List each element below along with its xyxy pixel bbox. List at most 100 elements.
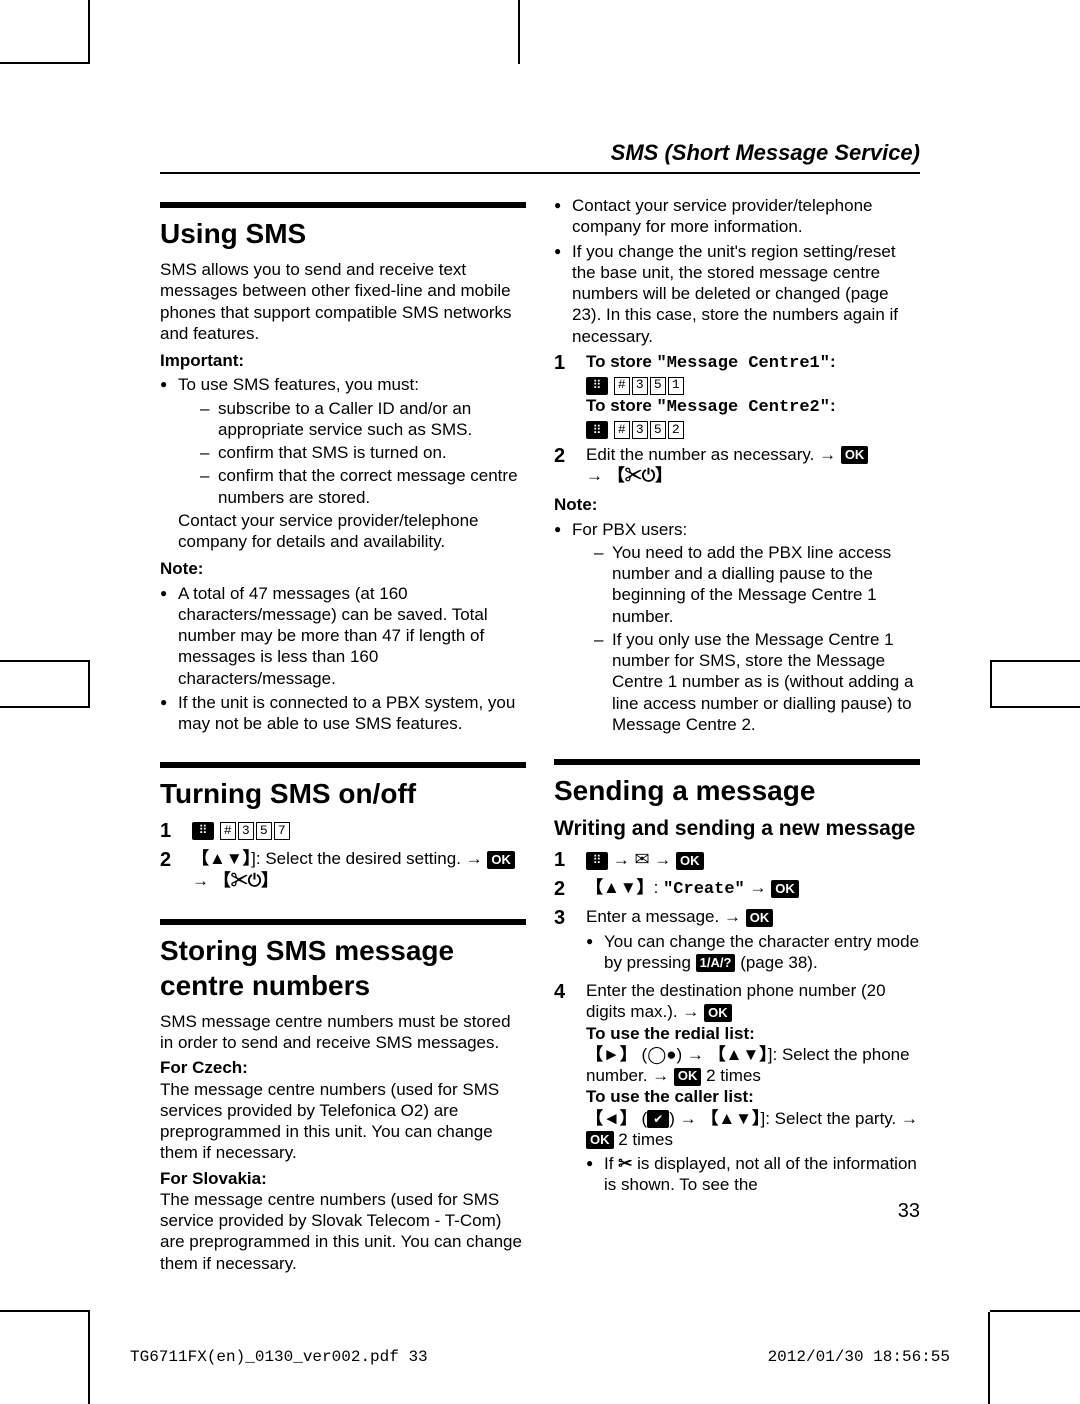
text: ]: Select the desired setting.	[251, 849, 466, 868]
note-label: Note:	[554, 494, 920, 515]
ok-badge: OK	[771, 880, 799, 898]
step-3: 3 Enter a message. → OK You can change t…	[554, 906, 920, 976]
ok-badge: OK	[586, 1131, 614, 1149]
text: The message centre numbers (used for SMS…	[160, 1079, 526, 1164]
list-item: Contact your service provider/telephone …	[554, 195, 920, 238]
step-number: 2	[160, 848, 178, 891]
list-item: A total of 47 messages (at 160 character…	[160, 583, 526, 689]
key-1a: 1/A/?	[696, 954, 736, 972]
ok-badge: OK	[674, 1068, 702, 1086]
important-list: To use SMS features, you must: subscribe…	[160, 374, 526, 552]
step-number: 1	[554, 848, 572, 873]
key: 3	[632, 421, 648, 439]
for-czech-label: For Czech:	[160, 1057, 526, 1078]
page-number: 33	[898, 1200, 920, 1223]
key: 5	[256, 822, 272, 840]
section-rule	[554, 759, 920, 765]
step-4: 4 Enter the destination phone number (20…	[554, 980, 920, 1199]
text: The message centre numbers (used for SMS…	[160, 1189, 526, 1274]
list-item: If you only use the Message Centre 1 num…	[594, 629, 920, 735]
step-body: Enter a message. → OK You can change the…	[586, 906, 920, 976]
ok-badge: OK	[676, 852, 704, 870]
text: To use the caller list:	[586, 1087, 754, 1106]
side-tab-right	[990, 660, 1080, 708]
ok-badge: OK	[746, 909, 774, 927]
section-rule	[160, 202, 526, 208]
step-1: 1 ⠿ #357	[160, 819, 526, 844]
crop-mark	[988, 1312, 990, 1404]
step-body: ⠿ → ✉ → OK	[586, 848, 920, 873]
list-item: confirm that the correct message centre …	[200, 465, 526, 508]
header-rule	[160, 172, 920, 174]
step-number: 1	[554, 351, 572, 440]
key: 2	[668, 421, 684, 439]
key: 7	[274, 822, 290, 840]
ok-badge: OK	[487, 851, 515, 869]
text: For PBX users:	[572, 520, 687, 539]
text: ]: Select the party.	[761, 1109, 901, 1128]
step-body: 【▲▼】: "Create" → OK	[586, 877, 920, 902]
menu-icon: ⠿	[586, 852, 608, 870]
code-text: "Message Centre2"	[657, 398, 830, 417]
using-sms-heading: Using SMS	[160, 216, 526, 251]
step-body: Enter the destination phone number (20 d…	[586, 980, 920, 1199]
crop-mark	[88, 1312, 90, 1404]
key: 3	[238, 822, 254, 840]
key: 5	[650, 421, 666, 439]
ok-badge: OK	[704, 1004, 732, 1022]
page-content: SMS (Short Message Service) Using SMS SM…	[160, 140, 920, 1274]
step-body: ⠿ #357	[192, 819, 526, 844]
section-rule	[160, 919, 526, 925]
text: To use the redial list:	[586, 1024, 755, 1043]
menu-icon: ⠿	[192, 822, 214, 840]
text: To use SMS features, you must:	[178, 375, 419, 394]
check-icon: ✔	[647, 1110, 669, 1128]
crop-mark	[990, 1310, 1080, 1312]
text: (page 38).	[735, 953, 817, 972]
text: To store	[586, 396, 657, 415]
footer: TG6711FX(en)_0130_ver002.pdf 33 2012/01/…	[130, 1348, 950, 1366]
section-rule	[160, 762, 526, 768]
footer-right: 2012/01/30 18:56:55	[768, 1348, 950, 1366]
list-item: You need to add the PBX line access numb…	[594, 542, 920, 627]
step-2: 2 Edit the number as necessary. → OK → 【…	[554, 444, 920, 487]
turning-sms-heading: Turning SMS on/off	[160, 776, 526, 811]
left-column: Using SMS SMS allows you to send and rec…	[160, 192, 526, 1274]
list-item: You can change the character entry mode …	[586, 931, 920, 974]
columns: Using SMS SMS allows you to send and rec…	[160, 192, 920, 1274]
note-list: A total of 47 messages (at 160 character…	[160, 583, 526, 735]
step-number: 4	[554, 980, 572, 1199]
step-number: 3	[554, 906, 572, 976]
footer-left: TG6711FX(en)_0130_ver002.pdf 33	[130, 1348, 428, 1366]
step-body: To store "Message Centre1": ⠿ #351 To st…	[586, 351, 920, 440]
list-item: For PBX users: You need to add the PBX l…	[554, 519, 920, 736]
header-title: SMS (Short Message Service)	[160, 140, 920, 166]
key: #	[220, 822, 236, 840]
note-label: Note:	[160, 558, 526, 579]
key: 3	[632, 377, 648, 395]
using-sms-intro: SMS allows you to send and receive text …	[160, 259, 526, 344]
list-item: If the unit is connected to a PBX system…	[160, 692, 526, 735]
list-item: If ✂ is displayed, not all of the inform…	[586, 1153, 920, 1196]
step-1: 1 ⠿ → ✉ → OK	[554, 848, 920, 873]
text: To store	[586, 352, 657, 371]
text: Enter the destination phone number (20 d…	[586, 981, 886, 1021]
text: :	[830, 352, 836, 371]
text: :	[830, 396, 836, 415]
step-number: 2	[554, 444, 572, 487]
crop-mark	[518, 0, 520, 64]
menu-icon: ⠿	[586, 421, 608, 439]
code-text: "Create"	[663, 880, 745, 899]
sending-message-heading: Sending a message	[554, 773, 920, 808]
key: 1	[668, 377, 684, 395]
step-2: 2 【▲▼】]: Select the desired setting. → O…	[160, 848, 526, 891]
list-item: subscribe to a Caller ID and/or an appro…	[200, 398, 526, 441]
text: SMS message centre numbers must be store…	[160, 1011, 526, 1054]
key: #	[614, 377, 630, 395]
step-1: 1 To store "Message Centre1": ⠿ #351 To …	[554, 351, 920, 440]
text: Contact your service provider/telephone …	[178, 510, 526, 553]
crop-mark	[88, 0, 90, 64]
list-item: If you change the unit's region setting/…	[554, 241, 920, 347]
text: Enter a message.	[586, 907, 724, 926]
step-body: 【▲▼】]: Select the desired setting. → OK …	[192, 848, 526, 891]
